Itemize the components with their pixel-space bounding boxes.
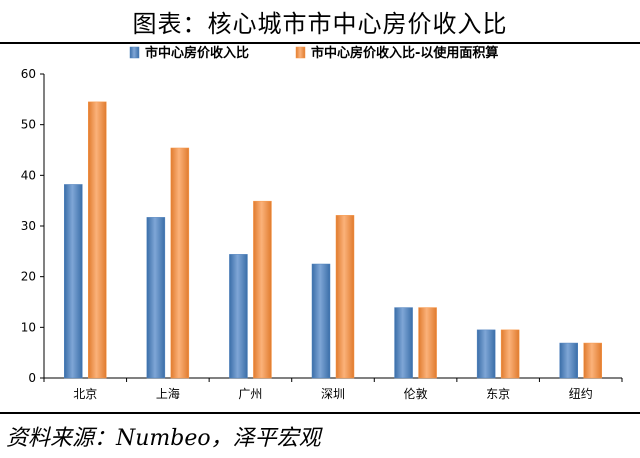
bar-series-1 [476, 329, 496, 379]
y-tick-label: 50 [21, 118, 36, 132]
bar-series-2 [500, 329, 520, 379]
source-note: 资料来源：Numbeo，泽平宏观 [6, 426, 321, 451]
y-tick-label: 20 [21, 270, 36, 284]
bottom-rule [0, 412, 640, 414]
bar-series-2 [335, 215, 355, 379]
bar-series-2 [170, 147, 190, 379]
bar-series-1 [64, 184, 83, 379]
x-tick-label: 深圳 [321, 387, 345, 401]
x-tick-label: 上海 [156, 386, 180, 401]
x-tick-label: 北京 [73, 387, 97, 401]
bar-series-1 [559, 342, 578, 379]
bar-series-1 [229, 254, 248, 379]
legend-label: 市中心房价收入比-以使用面积算 [311, 45, 498, 61]
bar-series-2 [253, 200, 272, 379]
y-tick-label: 40 [21, 168, 36, 182]
y-tick-label: 60 [21, 67, 36, 81]
legend-label: 市中心房价收入比 [145, 45, 249, 61]
x-tick-label: 伦敦 [404, 386, 428, 401]
bar-series-2 [418, 307, 437, 379]
bar-series-2 [88, 101, 107, 379]
page-title: 图表：核心城市市中心房价收入比 [132, 10, 508, 38]
x-tick-label: 纽约 [569, 386, 593, 401]
bar-series-2 [583, 342, 602, 379]
legend-swatch [295, 46, 306, 59]
y-tick-label: 30 [21, 219, 36, 233]
x-tick-label: 东京 [486, 387, 510, 401]
bar-series-1 [146, 217, 166, 379]
legend-swatch [129, 46, 140, 59]
y-tick-label: 10 [21, 320, 36, 334]
bar-series-1 [394, 307, 413, 379]
top-rule [0, 42, 640, 44]
x-tick-label: 广州 [238, 387, 262, 401]
y-tick-label: 0 [28, 371, 36, 385]
bar-series-1 [311, 263, 331, 379]
